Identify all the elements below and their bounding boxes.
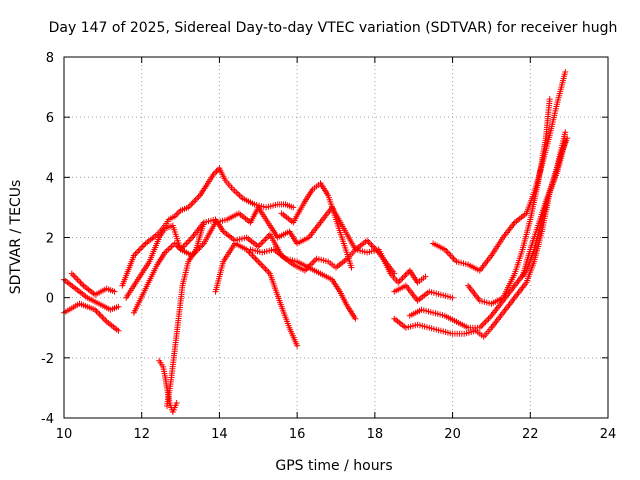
series-arc3: [68, 270, 118, 298]
series-markers-arc17: [519, 135, 571, 280]
x-tick-label-24: 24: [600, 427, 617, 442]
x-tick-label-12: 12: [133, 427, 150, 442]
series-arc14: [430, 69, 569, 274]
series-arc10: [278, 180, 355, 271]
x-tick-label-16: 16: [289, 427, 306, 442]
y-tick-label--2: -2: [41, 352, 54, 367]
series-arc11: [247, 246, 359, 322]
series-markers-arc4: [119, 165, 297, 289]
y-tick-label--4: -4: [41, 412, 54, 427]
x-tick-label-20: 20: [444, 427, 461, 442]
x-tick-label-18: 18: [367, 427, 384, 442]
x-tick-label-14: 14: [211, 427, 228, 442]
series-arc4: [119, 165, 297, 289]
series-markers-arc15: [465, 96, 553, 307]
series-markers-arc16: [391, 282, 456, 304]
x-axis-label: GPS time / hours: [275, 458, 392, 474]
y-tick-label-6: 6: [46, 111, 54, 126]
series-markers-arc11: [247, 246, 359, 322]
y-tick-label-8: 8: [46, 51, 54, 66]
y-axis-label: SDTVAR / TECUs: [8, 180, 24, 295]
chart-title: Day 147 of 2025, Sidereal Day-to-day VTE…: [49, 20, 618, 36]
y-tick-label-0: 0: [46, 292, 54, 307]
series-arc15: [465, 96, 553, 307]
series-arc16: [391, 282, 456, 304]
x-tick-label-10: 10: [56, 427, 73, 442]
x-tick-label-22: 22: [522, 427, 539, 442]
y-tick-label-2: 2: [46, 232, 54, 247]
series-arc2: [61, 300, 122, 334]
series-markers-arc2: [61, 300, 122, 334]
grid-lines: [64, 57, 608, 418]
series-markers-arc9: [212, 240, 301, 349]
y-tick-label-4: 4: [46, 171, 54, 186]
series-arc17: [519, 135, 571, 280]
series-arc8: [164, 219, 207, 409]
series-markers-arc8: [164, 219, 207, 409]
series-markers-arc3: [68, 270, 118, 298]
data-series: [61, 69, 571, 415]
series-arc9: [212, 240, 301, 349]
series-markers-arc10: [278, 180, 355, 271]
series-markers-arc14: [430, 69, 569, 274]
